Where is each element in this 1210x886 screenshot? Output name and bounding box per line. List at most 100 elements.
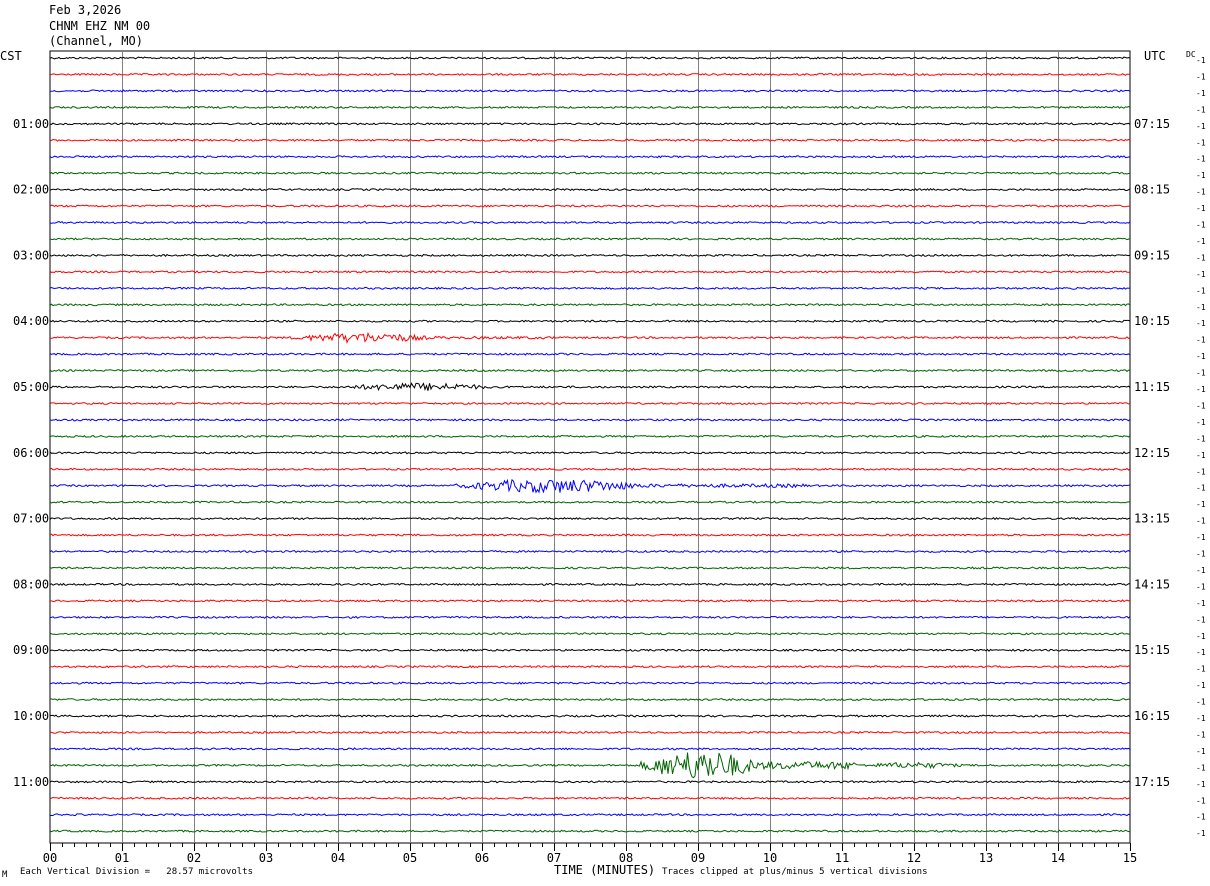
trace-blue: [49, 286, 1131, 290]
right-hour-label: 15:15: [1134, 643, 1170, 657]
x-tick-label: 05: [403, 851, 417, 865]
trace-red: [49, 72, 1131, 77]
trace-black: [49, 122, 1131, 126]
x-tick-label: 03: [259, 851, 273, 865]
dc-offset-label: -1: [1196, 566, 1206, 575]
trace-red: [49, 533, 1131, 537]
scale-note: Each Vertical Division = 28.57 microvolt…: [20, 867, 253, 877]
dc-offset-label: -1: [1196, 105, 1206, 114]
left-hour-label: 09:00: [13, 643, 49, 657]
dc-offset-label: -1: [1196, 796, 1206, 805]
x-tick-label: 12: [907, 851, 921, 865]
right-hour-label: 12:15: [1134, 446, 1170, 460]
x-tick-label: 01: [115, 851, 129, 865]
trace-blue: [49, 549, 1131, 554]
dc-offset-label: -1: [1196, 204, 1206, 213]
trace-black: [49, 187, 1131, 192]
dc-offset-label: -1: [1196, 648, 1206, 657]
dc-offset-label: -1: [1196, 484, 1206, 493]
trace-red: [49, 467, 1131, 471]
trace-blue: [49, 418, 1131, 422]
trace-blue: [49, 220, 1131, 225]
header-date: Feb 3,2026: [49, 3, 122, 17]
right-hour-label: 14:15: [1134, 577, 1170, 591]
trace-blue: [49, 813, 1131, 817]
dc-offset-label: -1: [1196, 401, 1206, 410]
x-tick-label: 11: [835, 851, 849, 865]
dc-offset-label: -1: [1196, 336, 1206, 345]
trace-black: [49, 714, 1131, 718]
right-hour-label: 08:15: [1134, 183, 1170, 197]
left-hour-label: 02:00: [13, 183, 49, 197]
left-hour-label: 11:00: [13, 775, 49, 789]
dc-offset-label: -1: [1196, 747, 1206, 756]
dc-offset-label: -1: [1196, 763, 1206, 772]
dc-offset-label: -1: [1196, 155, 1206, 164]
clip-note: Traces clipped at plus/minus 5 vertical …: [662, 867, 928, 877]
trace-green: [49, 752, 1131, 779]
trace-green: [49, 171, 1131, 175]
trace-red: [49, 730, 1131, 735]
right-hour-label: 09:15: [1134, 248, 1170, 262]
trace-green: [49, 237, 1131, 241]
trace-black: [49, 56, 1131, 60]
trace-red: [49, 204, 1131, 208]
dc-offset-label: -1: [1196, 714, 1206, 723]
left-timezone-label: CST: [0, 49, 22, 63]
header-station: CHNM EHZ NM 00: [49, 19, 151, 33]
dc-offset-label: -1: [1196, 221, 1206, 230]
trace-red: [49, 331, 1131, 344]
trace-blue: [49, 478, 1131, 494]
trace-red: [49, 401, 1131, 405]
trace-green: [49, 632, 1131, 636]
dc-offset-label: -1: [1196, 681, 1206, 690]
dc-offset-label: -1: [1196, 418, 1206, 427]
right-timezone-label: UTC: [1144, 49, 1166, 63]
dc-header-label: DC: [1186, 50, 1196, 59]
dc-offset-label: -1: [1196, 517, 1206, 526]
x-tick-label: 10: [763, 851, 777, 865]
dc-offset-label: -1: [1196, 632, 1206, 641]
dc-offset-label: -1: [1196, 533, 1206, 542]
trace-green: [49, 303, 1131, 307]
x-tick-label: 08: [619, 851, 633, 865]
left-hour-label: 03:00: [13, 248, 49, 262]
trace-black: [49, 648, 1131, 652]
dc-offset-label: -1: [1196, 253, 1206, 262]
trace-blue: [49, 615, 1131, 619]
dc-offset-label: -1: [1196, 813, 1206, 822]
dc-offset-label: -1: [1196, 500, 1206, 509]
dc-offset-label: -1: [1196, 829, 1206, 838]
dc-offset-label: -1: [1196, 451, 1206, 460]
x-tick-label: 14: [1051, 851, 1065, 865]
trace-blue: [49, 155, 1131, 159]
trace-black: [49, 582, 1130, 587]
x-tick-label: 00: [43, 851, 57, 865]
x-tick-label: 04: [331, 851, 345, 865]
trace-black: [49, 382, 1131, 392]
trace-black: [49, 253, 1131, 257]
right-hour-label: 10:15: [1134, 314, 1170, 328]
trace-black: [49, 451, 1131, 455]
dc-offset-label: -1: [1196, 434, 1206, 443]
right-hour-label: 16:15: [1134, 709, 1170, 723]
dc-offset-label: -1: [1196, 171, 1206, 180]
trace-green: [49, 829, 1131, 833]
x-tick-label: 06: [475, 851, 489, 865]
dc-offset-label: -1: [1196, 599, 1206, 608]
dc-offset-label: -1: [1196, 730, 1206, 739]
trace-green: [49, 697, 1131, 702]
left-hour-label: 05:00: [13, 380, 49, 394]
dc-offset-label: -1: [1196, 188, 1206, 197]
trace-black: [49, 319, 1131, 323]
trace-blue: [49, 681, 1131, 685]
left-hour-label: 04:00: [13, 314, 49, 328]
x-tick-label: 09: [691, 851, 705, 865]
x-tick-label: 13: [979, 851, 993, 865]
trace-blue: [49, 352, 1131, 356]
dc-offset-label: -1: [1196, 89, 1206, 98]
dc-offset-label: -1: [1196, 352, 1206, 361]
dc-offset-label: -1: [1196, 369, 1206, 378]
right-hour-label: 11:15: [1134, 380, 1170, 394]
right-hour-label: 07:15: [1134, 117, 1170, 131]
